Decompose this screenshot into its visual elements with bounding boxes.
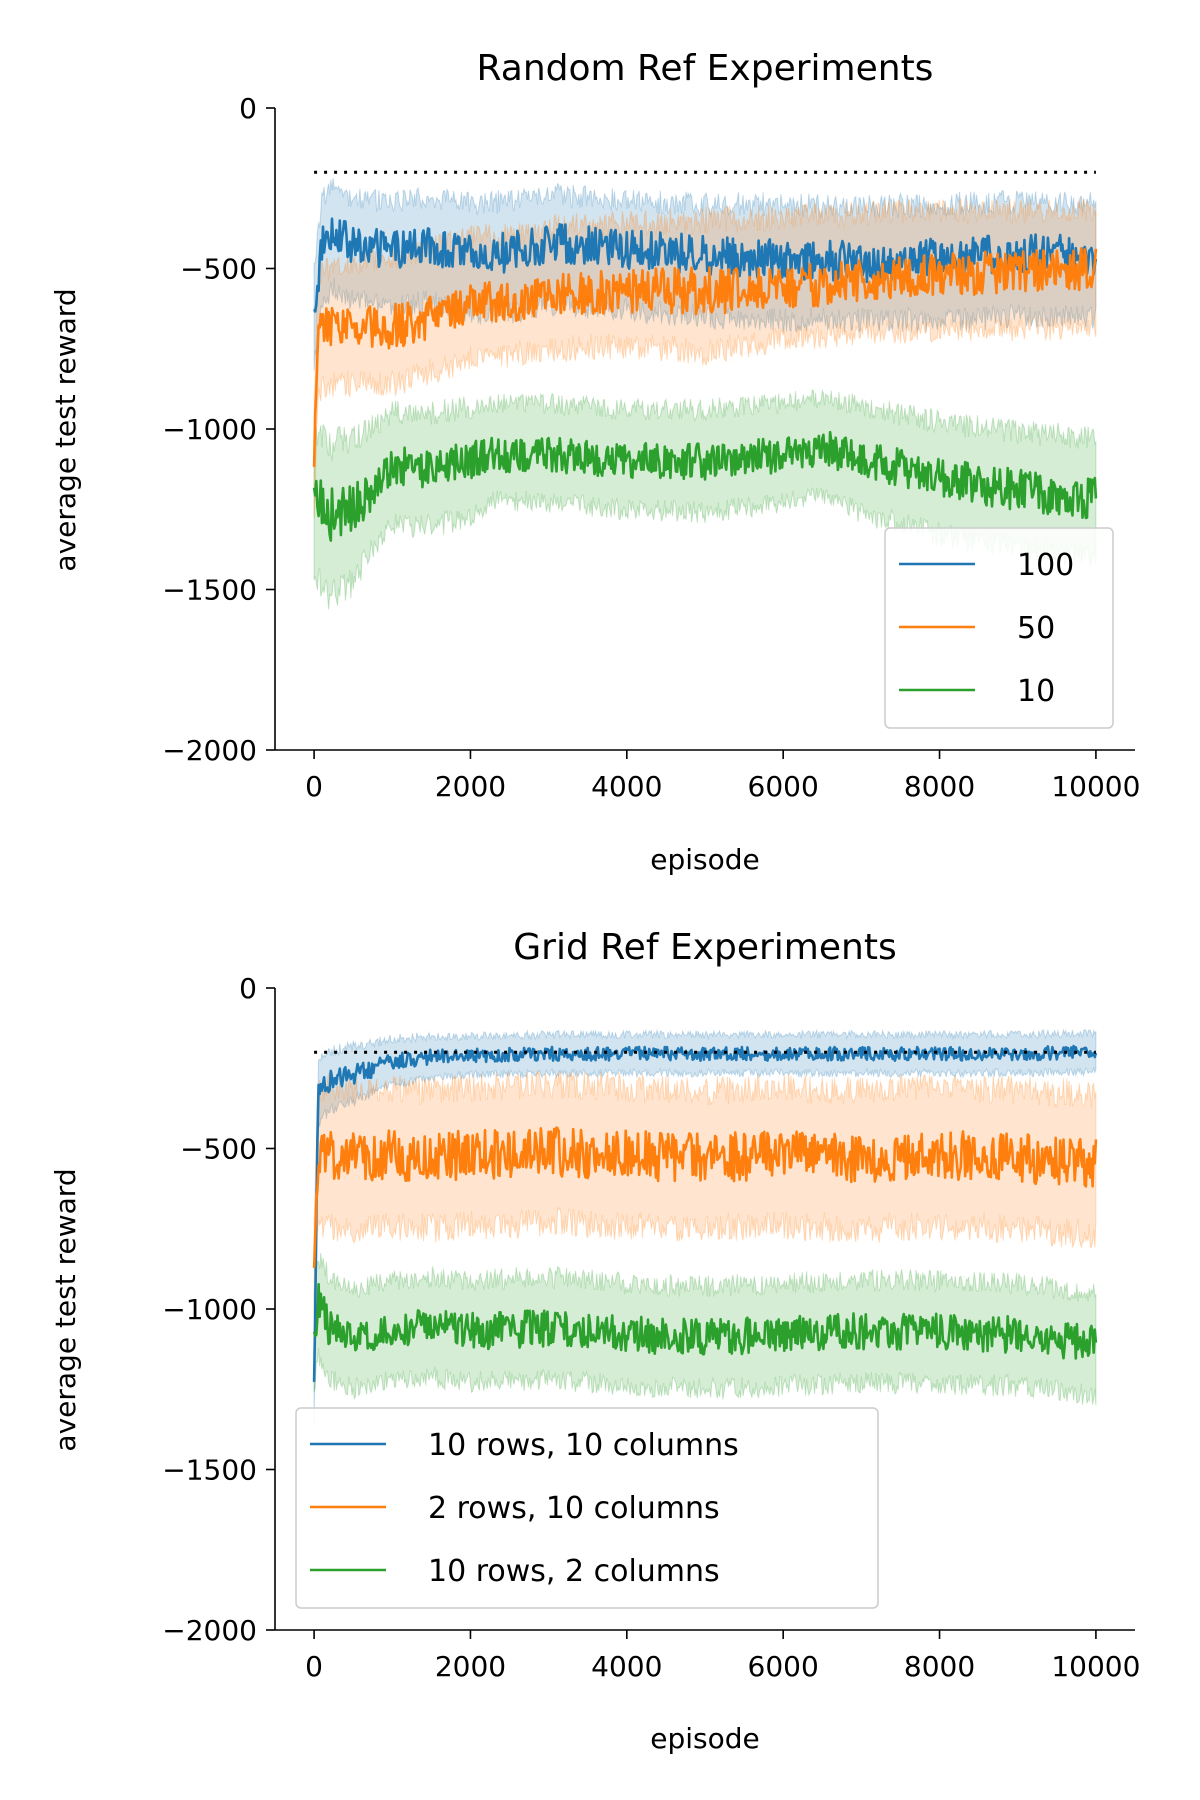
series-line-50 [312,247,1098,467]
y-tick-label: −1500 [162,1454,257,1487]
confidence-bands [313,1028,1097,1426]
x-tick-label: 2000 [435,770,506,803]
y-tick-label: −2000 [162,734,257,767]
y-ticks: 0 −500 −1000 −1500 −2000 [162,92,275,767]
legend-label: 2 rows, 10 columns [428,1491,720,1526]
y-tick-label: −500 [180,253,257,286]
series-line-10-rows-2-columns [312,1282,1098,1360]
legend-label: 10 [1017,674,1055,709]
series-line-10-rows-10-columns [312,1044,1098,1382]
band-10-rows-10-columns [313,1028,1097,1426]
chart-title: Grid Ref Experiments [513,927,896,968]
legend: 10 rows, 10 columns 2 rows, 10 columns 10 … [295,1407,879,1609]
y-axis-label: average test reward [49,288,82,571]
x-tick-label: 10000 [1051,770,1140,803]
chart-grid-ref: Grid Ref Experiments 0 2000 4000 6000 8000 10… [49,927,1140,1755]
legend-box [884,527,1114,729]
legend-label: 50 [1017,611,1055,646]
chart-random-ref: Random Ref Experiments 0 2000 4000 6000 8000… [49,48,1140,876]
y-axis-label: average test reward [49,1168,82,1451]
x-ticks: 0 2000 4000 6000 8000 10000 [305,750,1140,803]
band-2-rows-10-columns [313,1069,1097,1319]
x-tick-label: 4000 [591,770,662,803]
x-tick-label: 6000 [748,1650,819,1683]
band-10-rows-2-columns [313,1252,1097,1406]
chart-title: Random Ref Experiments [477,48,934,89]
confidence-bands [313,178,1097,610]
x-axis-label: episode [650,843,760,876]
y-tick-label: −500 [180,1133,257,1166]
legend-box [295,1407,879,1609]
series-lines [312,1044,1098,1382]
series-lines [312,217,1098,542]
legend: 100 50 10 [884,527,1114,729]
y-ticks: 0 −500 −1000 −1500 −2000 [162,972,275,1647]
y-tick-label: −1500 [162,574,257,607]
x-ticks: 0 2000 4000 6000 8000 10000 [305,1630,1140,1683]
legend-label: 100 [1017,548,1074,583]
series-line-10 [312,430,1098,542]
x-tick-label: 0 [305,1650,323,1683]
y-tick-label: −1000 [162,1293,257,1326]
legend-label: 10 rows, 2 columns [428,1554,720,1589]
x-tick-label: 2000 [435,1650,506,1683]
x-tick-label: 10000 [1051,1650,1140,1683]
legend-label: 10 rows, 10 columns [428,1428,739,1463]
y-tick-label: 0 [239,972,257,1005]
series-line-100 [312,217,1098,313]
y-tick-label: 0 [239,92,257,125]
series-line-2-rows-10-columns [312,1126,1098,1268]
x-tick-label: 0 [305,770,323,803]
x-tick-label: 8000 [904,1650,975,1683]
y-tick-label: −1000 [162,413,257,446]
x-tick-label: 8000 [904,770,975,803]
x-tick-label: 4000 [591,1650,662,1683]
x-axis-label: episode [650,1722,760,1755]
y-tick-label: −2000 [162,1614,257,1647]
x-tick-label: 6000 [748,770,819,803]
